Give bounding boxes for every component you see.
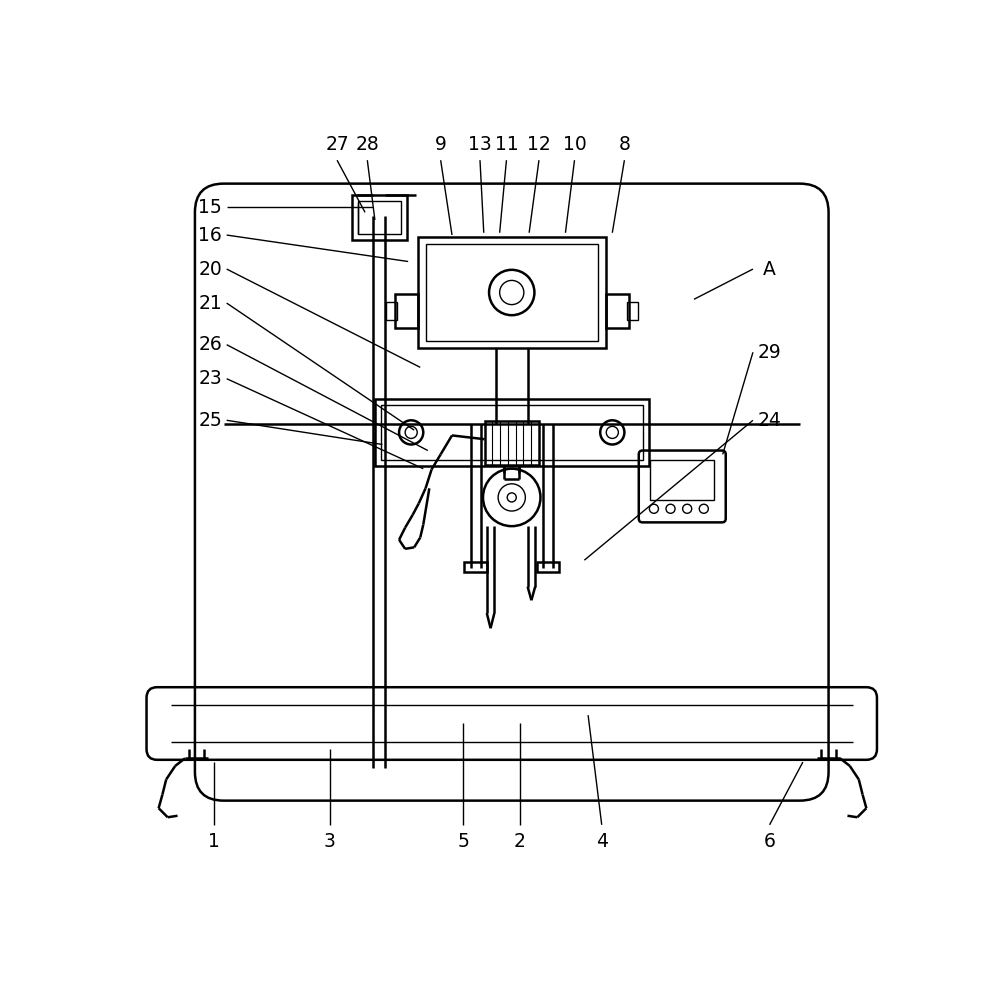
Text: A: A [763,259,776,279]
Text: 27: 27 [325,136,349,154]
Text: 16: 16 [198,226,222,245]
Bar [537,563,559,572]
Text: 2: 2 [514,833,526,851]
Bar [381,406,643,460]
Text: 12: 12 [527,136,551,154]
Bar [485,421,539,464]
Text: 9: 9 [435,136,447,154]
Text: 25: 25 [198,410,222,430]
Bar [386,301,397,320]
Bar [375,399,649,465]
Text: 15: 15 [198,197,222,217]
Bar [606,294,629,328]
Text: 4: 4 [596,833,608,851]
Text: 23: 23 [198,369,222,388]
Text: 29: 29 [758,343,781,361]
Bar [650,461,714,500]
Text: 13: 13 [468,136,492,154]
Bar [358,201,401,235]
Bar [426,245,598,341]
Bar [395,294,418,328]
Text: 28: 28 [355,136,379,154]
Text: 20: 20 [198,259,222,279]
Text: 1: 1 [208,833,220,851]
Text: 21: 21 [198,294,222,312]
Text: 6: 6 [764,833,776,851]
Text: 3: 3 [324,833,335,851]
Text: 24: 24 [758,410,782,430]
Text: 26: 26 [198,335,222,355]
Bar [418,237,606,349]
Text: 8: 8 [618,136,630,154]
Bar [464,563,487,572]
Text: 10: 10 [563,136,586,154]
Text: 5: 5 [457,833,469,851]
Bar [352,195,407,241]
Text: 11: 11 [495,136,518,154]
Bar [627,301,638,320]
